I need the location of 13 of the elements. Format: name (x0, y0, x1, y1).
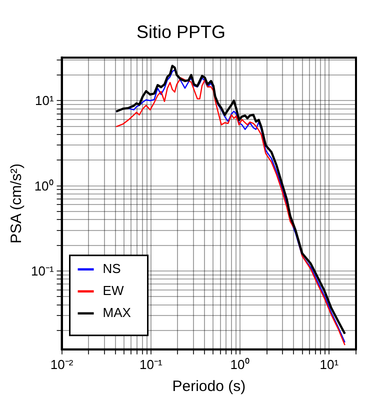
x-tick-label: 10¹ (320, 356, 340, 372)
legend-label: EW (102, 282, 124, 298)
x-tick-label: 10⁻² (50, 356, 74, 372)
x-tick-label: 10⁻¹ (140, 356, 163, 372)
y-tick-label: 10⁻¹ (30, 264, 54, 279)
y-tick-label: 10⁰ (34, 178, 54, 194)
x-tick-label: 10⁰ (230, 356, 250, 372)
x-axis-title: Periodo (s) (172, 378, 246, 396)
y-tick-label: 10¹ (34, 93, 54, 108)
legend-label: NS (102, 260, 122, 276)
legend-label: MAX (102, 304, 132, 320)
y-axis-title: PSA (cm/s²) (8, 163, 26, 244)
chart-title: Sitio PPTG (136, 22, 226, 42)
